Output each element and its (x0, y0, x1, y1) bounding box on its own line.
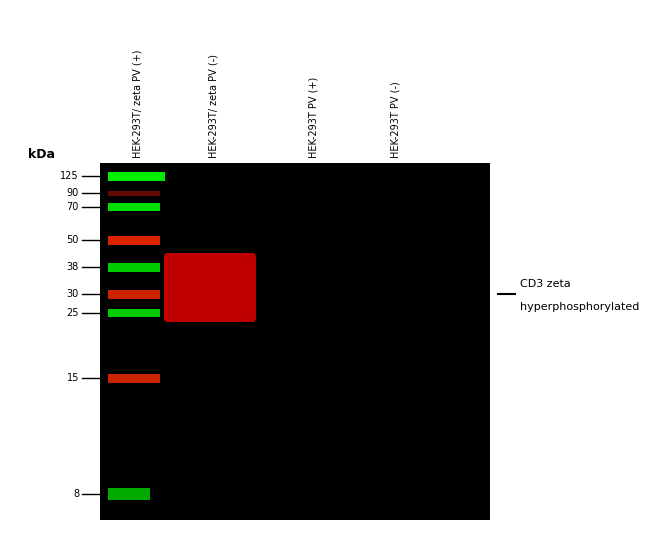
Bar (100, 163, 490, 520)
Text: 38: 38 (67, 262, 79, 272)
Text: 70: 70 (66, 202, 79, 212)
Text: 25: 25 (66, 308, 79, 318)
Bar (108, 171, 165, 181)
Text: 30: 30 (67, 289, 79, 299)
Bar (108, 262, 160, 272)
Text: HEK-293T/ zeta PV (+): HEK-293T/ zeta PV (+) (133, 49, 143, 158)
Text: 8: 8 (73, 489, 79, 499)
Text: 90: 90 (67, 188, 79, 198)
Text: 125: 125 (60, 171, 79, 181)
Text: HEK-293T PV (+): HEK-293T PV (+) (308, 77, 318, 158)
Text: 15: 15 (66, 373, 79, 383)
Text: HEK-293T PV (-): HEK-293T PV (-) (390, 81, 400, 158)
Text: hyperphosphorylated: hyperphosphorylated (520, 302, 640, 312)
Bar (108, 309, 160, 317)
Text: 50: 50 (66, 235, 79, 245)
Text: kDa: kDa (28, 148, 55, 162)
Bar (108, 235, 160, 245)
Bar (108, 488, 150, 500)
Bar (108, 373, 160, 382)
Text: HEK-293T/ zeta PV (-): HEK-293T/ zeta PV (-) (208, 54, 218, 158)
Bar (108, 203, 160, 211)
Bar (108, 289, 160, 299)
FancyBboxPatch shape (164, 253, 256, 322)
Text: CD3 zeta: CD3 zeta (520, 279, 571, 289)
Bar (108, 190, 160, 195)
